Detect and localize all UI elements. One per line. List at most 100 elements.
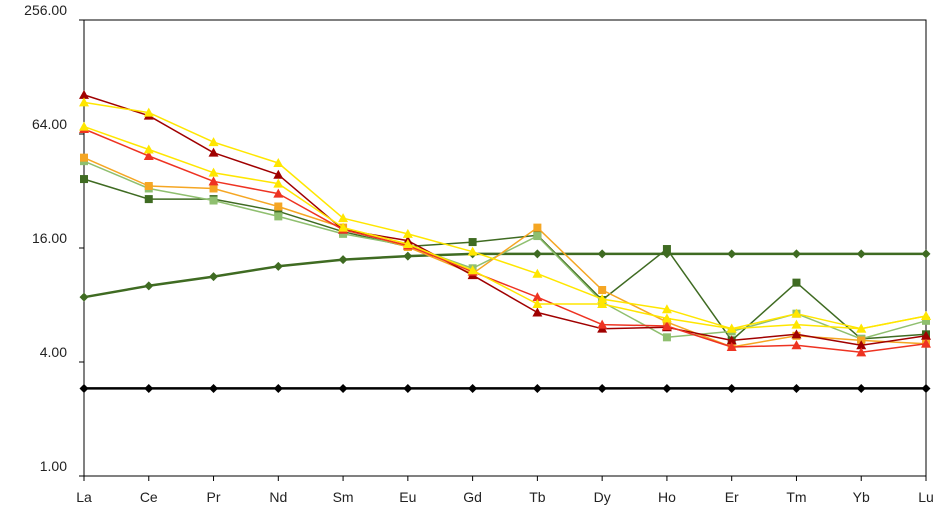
y-tick-label: 4.00 [40,344,67,360]
x-tick-label: Sm [333,489,354,505]
data-point [533,223,542,232]
series-line [83,101,927,330]
data-point [532,292,543,302]
data-point [597,249,607,259]
data-point [791,383,801,393]
data-point [856,323,867,333]
data-point [726,323,737,333]
data-point [662,245,671,254]
data-point [338,255,348,265]
data-point [144,383,154,393]
data-point [856,383,866,393]
data-point [79,121,89,131]
data-point [338,383,348,393]
data-point [662,383,672,393]
series-8 [79,97,931,333]
y-tick-label: 1.00 [40,458,67,474]
series-7 [79,124,931,357]
data-point [467,265,478,275]
series-6 [79,89,931,350]
series-layer [79,89,931,393]
series-line [83,128,927,354]
data-point [209,184,218,193]
series-9 [79,121,931,333]
data-point [208,176,219,186]
data-point [532,298,543,308]
x-tick-label: Eu [399,489,416,505]
series-line [83,125,927,330]
data-point [273,178,284,188]
x-tick-label: Dy [594,489,611,505]
data-point [597,319,608,329]
data-point [921,310,931,320]
x-tick-label: Lu [918,489,934,505]
data-point [532,383,542,393]
plot-area [83,19,927,477]
data-point [79,292,89,302]
data-point [273,169,284,179]
data-point [791,329,802,339]
data-point [468,238,477,247]
x-tick-label: Nd [269,489,287,505]
series-3 [80,175,930,345]
x-tick-label: Er [725,489,739,505]
data-point [661,304,672,314]
series-line [83,252,926,299]
data-point [79,89,89,99]
data-point [403,251,413,261]
data-point [274,207,283,216]
series-line [83,178,927,342]
data-point [402,238,413,248]
y-tick-label: 16.00 [32,230,67,246]
data-point [143,150,154,160]
data-point [339,229,348,238]
data-point [726,342,737,352]
data-point [273,188,284,198]
data-point [144,281,154,291]
data-point [273,157,284,167]
data-point [921,249,931,259]
data-point [726,335,737,345]
y-tick-label: 64.00 [32,116,67,132]
data-point [598,286,607,295]
data-point [791,308,802,318]
data-point [80,153,88,162]
data-point [273,261,283,271]
data-point [727,383,737,393]
data-point [727,249,737,259]
data-point [791,249,801,259]
data-point [662,333,671,342]
data-point [209,383,219,393]
data-point [274,212,283,221]
data-point [402,228,413,238]
x-tick-label: La [76,489,92,505]
y-tick-label: 256.00 [24,2,67,18]
data-point [532,268,543,278]
x-tick-label: Tb [529,489,546,505]
data-point [856,347,867,357]
x-tick-label: Ce [140,489,158,505]
data-point [80,175,88,184]
data-point [79,97,89,107]
x-tick-label: Tm [786,489,806,505]
data-point [792,278,801,287]
series-1 [79,383,931,393]
x-tick-label: Pr [207,489,221,505]
data-point [79,383,89,393]
x-tick-label: Yb [853,489,870,505]
data-point [661,320,672,330]
data-point [597,298,608,308]
data-point [533,232,542,241]
data-point [208,147,219,157]
data-point [467,246,478,256]
data-point [468,383,478,393]
data-point [403,383,413,393]
series-line [83,157,927,348]
data-point [921,383,931,393]
data-point [143,107,154,117]
data-point [208,167,219,177]
data-point [791,340,802,350]
data-point [856,249,866,259]
data-point [209,196,218,205]
data-point [921,338,931,348]
